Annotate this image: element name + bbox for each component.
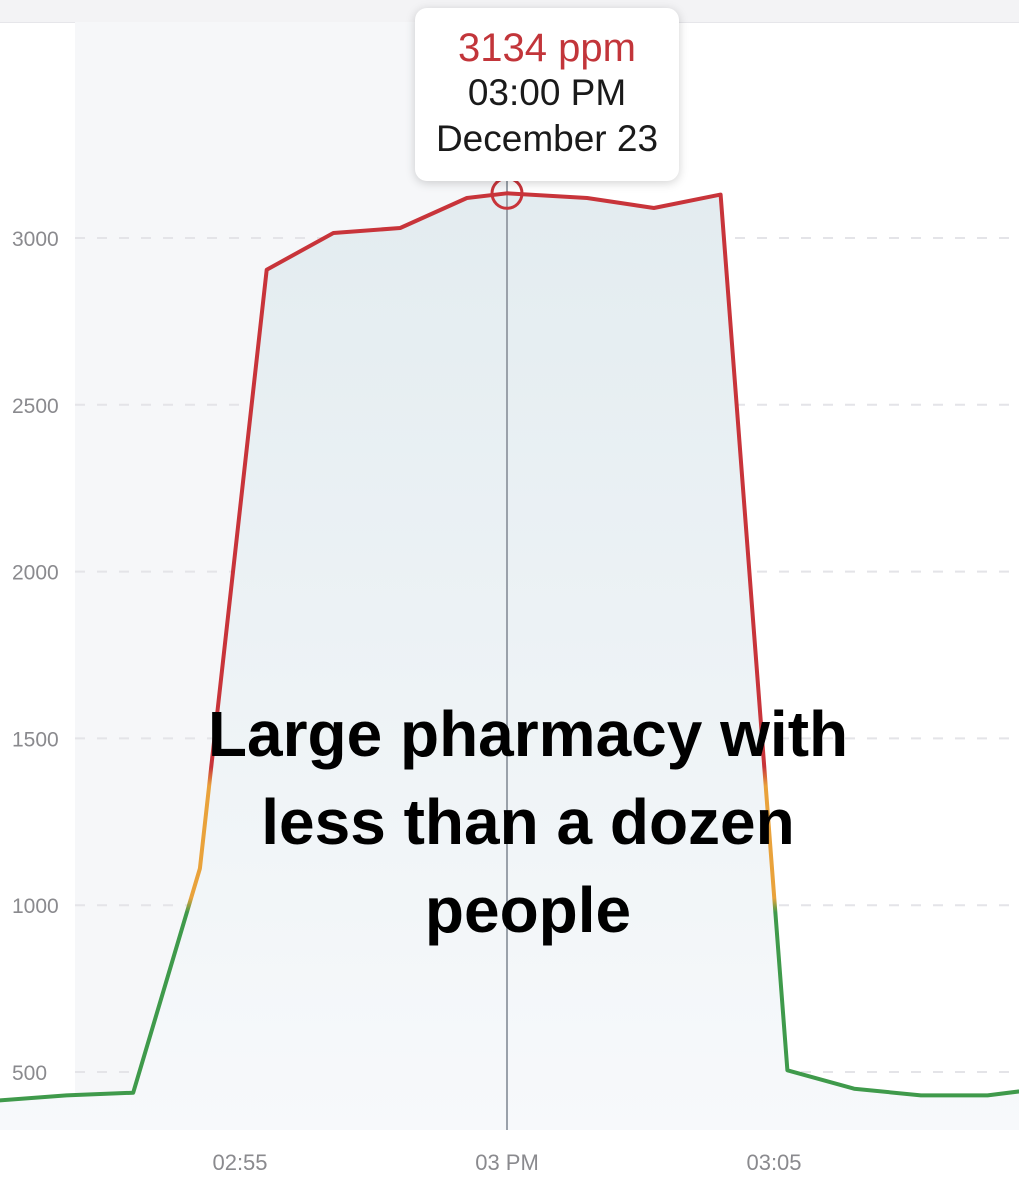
tooltip-value: 3134 ppm [458, 26, 636, 70]
data-point-6[interactable] [397, 225, 403, 231]
data-point-5[interactable] [330, 230, 336, 236]
area-fill [0, 193, 1019, 1130]
x-tick-label: 03 PM [475, 1150, 539, 1175]
data-point-11[interactable] [718, 192, 724, 198]
x-tick-label: 03:05 [746, 1150, 801, 1175]
data-point-14[interactable] [918, 1092, 924, 1098]
data-point-13[interactable] [851, 1086, 857, 1092]
data-point-8[interactable] [504, 190, 510, 196]
series-line[interactable] [0, 191, 1019, 1103]
y-tick-label: 1000 [12, 895, 59, 918]
overlay-caption: Large pharmacy with less than a dozen pe… [207, 698, 849, 946]
y-tick-label: 1500 [12, 728, 59, 751]
data-point-12[interactable] [784, 1067, 790, 1073]
data-point-15[interactable] [985, 1092, 991, 1098]
y-tick-label: 3000 [12, 228, 59, 251]
data-point-9[interactable] [584, 195, 590, 201]
y-tick-label: 500 [12, 1062, 47, 1085]
data-point-1[interactable] [63, 1092, 69, 1098]
data-point-10[interactable] [651, 205, 657, 211]
y-tick-label: 2000 [12, 562, 59, 585]
y-axis-ticks: 500 1000 1500 2000 2500 3000 [12, 228, 59, 1085]
y-tick-label: 2500 [12, 395, 59, 418]
tooltip: 3134 ppm 03:00 PM December 23 [415, 8, 679, 181]
data-point-2[interactable] [130, 1090, 136, 1096]
tooltip-time: 03:00 PM [467, 72, 627, 113]
data-point-7[interactable] [464, 195, 470, 201]
x-tick-label: 02:55 [212, 1150, 267, 1175]
data-point-4[interactable] [264, 267, 270, 273]
x-axis-ticks: 02:55 03 PM 03:05 [212, 1150, 801, 1175]
tooltip-date: December 23 [435, 118, 659, 159]
